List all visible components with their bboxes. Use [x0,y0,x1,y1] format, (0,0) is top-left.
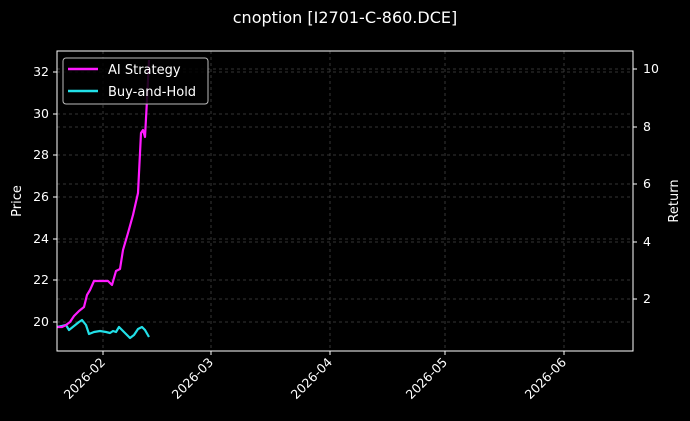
y-right-tick-8: 8 [643,119,651,134]
y-right-tick-2: 2 [643,291,651,306]
y-left-tick-22: 22 [33,272,49,287]
chart-title: cnoption [I2701-C-860.DCE] [232,8,458,27]
x-axis [102,351,565,355]
y-right-tick-6: 6 [643,176,651,191]
legend-label-buy-and-hold: Buy-and-Hold [108,85,196,100]
y-left-tick-26: 26 [33,189,49,204]
y-right-axis-label: Return [667,179,682,222]
y-left-tick-30: 30 [33,106,49,121]
x-tick-2026-03: 2026-03 [169,355,217,403]
y-left-tick-20: 20 [33,314,49,329]
series-ai-strategy-line [57,59,151,329]
y-right-tick-10: 10 [643,61,659,76]
y-right-tick-4: 4 [643,234,651,249]
y-axis-left [53,71,57,323]
x-tick-2026-05: 2026-05 [403,355,451,403]
y-left-tick-32: 32 [33,64,49,79]
plot-frame [56,50,634,352]
legend: AI Strategy Buy-and-Hold [62,57,209,105]
y-left-axis-label: Price [10,185,25,217]
y-axis-right [633,68,637,300]
x-tick-2026-06: 2026-06 [522,354,570,402]
y-left-tick-28: 28 [33,147,49,162]
y-left-tick-24: 24 [33,231,49,246]
series-buy-and-hold-line [56,318,150,340]
x-tick-2026-02: 2026-02 [61,355,109,403]
x-tick-2026-04: 2026-04 [288,354,336,402]
legend-label-ai-strategy: AI Strategy [108,63,181,78]
